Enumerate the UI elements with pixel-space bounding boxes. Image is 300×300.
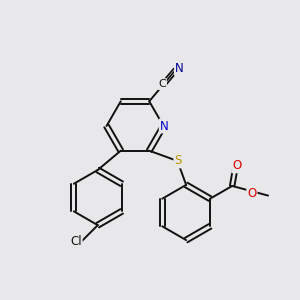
Text: N: N xyxy=(160,119,169,133)
Text: O: O xyxy=(232,159,242,172)
Text: O: O xyxy=(247,187,256,200)
Text: C: C xyxy=(158,79,166,89)
Text: S: S xyxy=(174,154,182,167)
Text: Cl: Cl xyxy=(70,235,82,248)
Text: N: N xyxy=(175,62,184,75)
